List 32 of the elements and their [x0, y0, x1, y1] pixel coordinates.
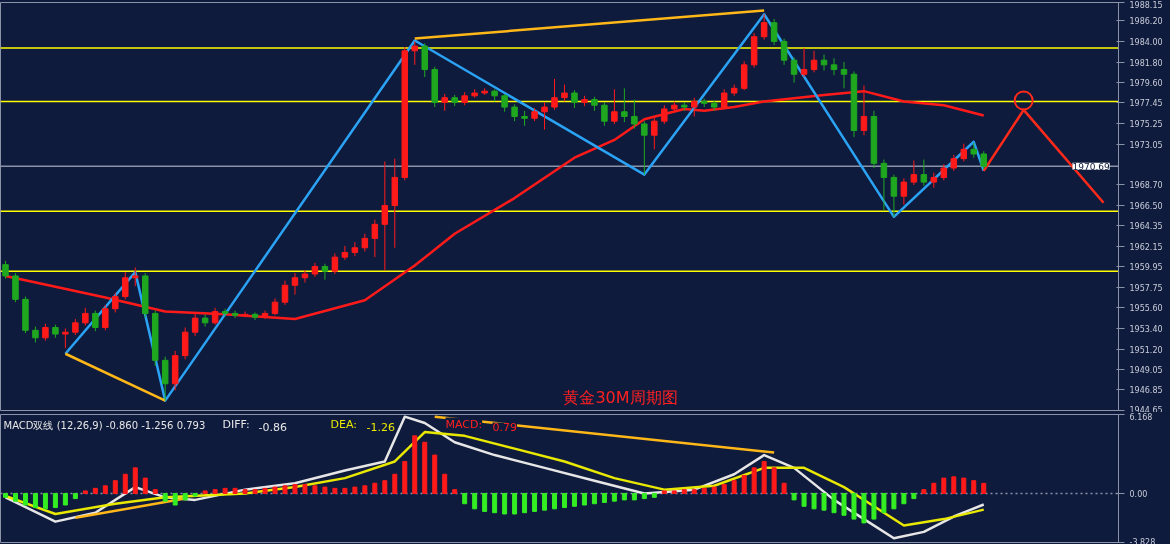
y-tick-label: 1951.20 [1129, 345, 1163, 355]
y-tick-label: 1966.50 [1129, 202, 1163, 212]
annotation: MACD: [445, 417, 483, 431]
annotation: -1.26 [366, 420, 395, 434]
ref-line-label: 1970.69 [1072, 161, 1110, 172]
y-tick-label: 1984.00 [1129, 37, 1163, 47]
y-tick-label: 1949.05 [1129, 365, 1163, 375]
text: 黄金30M周期图 [563, 387, 678, 407]
y-tick-label: 1986.20 [1129, 17, 1163, 27]
y-tick-label: 1944.65 [1129, 405, 1163, 415]
y-tick-label: 1977.45 [1129, 99, 1163, 109]
annotation: MACD双线 (12,26,9) -0.860 -1.256 0.793 [3, 419, 206, 431]
y-tick-label: 1964.35 [1129, 222, 1163, 232]
annotation: DIFF: [222, 417, 250, 431]
y-tick-label: 1979.60 [1129, 79, 1163, 89]
y-tick-label: 1955.60 [1129, 304, 1163, 314]
annotation: 0.79 [492, 420, 517, 434]
y-tick-label: 1975.25 [1129, 119, 1163, 129]
annotation: -0.86 [258, 420, 287, 434]
y-tick-label: -3.828 [1129, 537, 1156, 544]
y-tick-label: 1988.15 [1129, 0, 1163, 10]
y-tick-label: 1973.05 [1129, 140, 1163, 150]
y-tick-label: 1946.85 [1129, 386, 1163, 396]
y-tick-label: 0.00 [1129, 489, 1148, 499]
y-tick-label: 1953.40 [1129, 324, 1163, 334]
y-tick-label: 1968.70 [1129, 181, 1163, 191]
y-tick-label: 1962.15 [1129, 242, 1163, 252]
y-tick-label: 1957.75 [1129, 284, 1163, 294]
y-tick-label: 1959.95 [1129, 263, 1163, 273]
y-tick-label: 1981.80 [1129, 58, 1163, 68]
annotation: DEA: [330, 417, 357, 431]
y-tick-label: 6.168 [1129, 412, 1153, 422]
